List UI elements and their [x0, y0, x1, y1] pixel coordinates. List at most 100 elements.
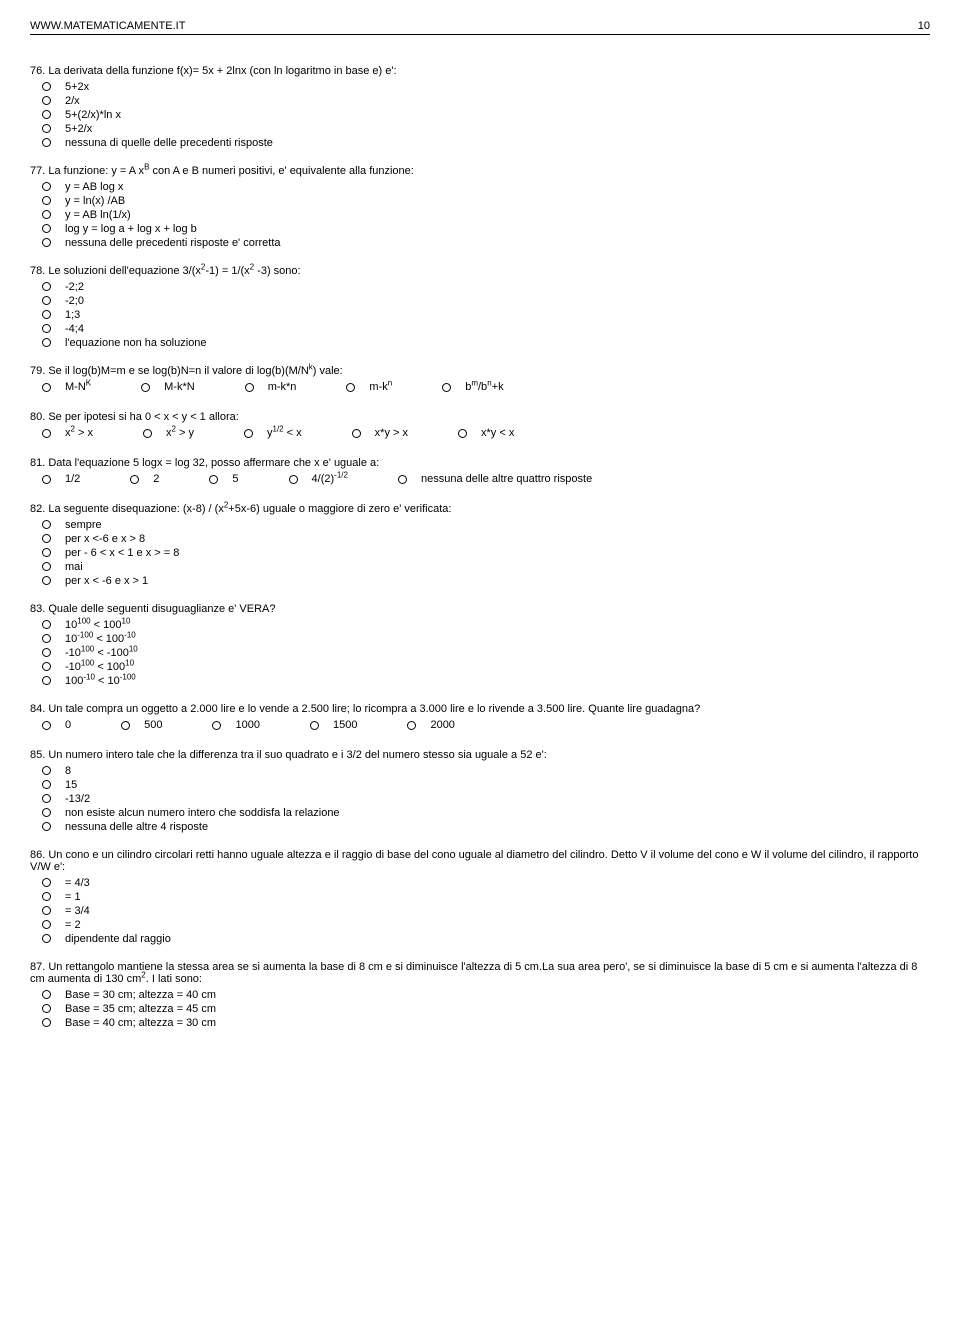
- option[interactable]: 2: [130, 473, 159, 485]
- question-text: 84. Un tale compra un oggetto a 2.000 li…: [30, 703, 930, 715]
- option[interactable]: M-k*N: [141, 381, 195, 393]
- option[interactable]: = 1: [42, 891, 930, 903]
- option[interactable]: nessuna di quelle delle precedenti rispo…: [42, 137, 930, 149]
- radio-icon: [398, 475, 407, 484]
- option-label: log y = log a + log x + log b: [65, 223, 197, 235]
- option-label: mai: [65, 561, 83, 573]
- option-label: y = AB ln(1/x): [65, 209, 131, 221]
- question-text: 78. Le soluzioni dell'equazione 3/(x2-1)…: [30, 265, 930, 277]
- option[interactable]: nessuna delle precedenti risposte e' cor…: [42, 237, 930, 249]
- radio-icon: [42, 634, 51, 643]
- option[interactable]: 500: [121, 719, 162, 731]
- option[interactable]: = 3/4: [42, 905, 930, 917]
- option[interactable]: 1500: [310, 719, 357, 731]
- option-label: x2 > y: [166, 427, 194, 439]
- options-list: 1/2 2 5 4/(2)-1/2 nessuna delle altre quattr…: [42, 473, 930, 487]
- option[interactable]: 15: [42, 779, 930, 791]
- option[interactable]: per x <-6 e x > 8: [42, 533, 930, 545]
- option-label: sempre: [65, 519, 102, 531]
- option[interactable]: 5: [209, 473, 238, 485]
- question-83: 83. Quale delle seguenti disuguaglianze …: [30, 603, 930, 687]
- option[interactable]: -2;2: [42, 281, 930, 293]
- option[interactable]: m-k*n: [245, 381, 297, 393]
- question-text: 77. La funzione: y = A xB con A e B nume…: [30, 165, 930, 177]
- question-76: 76. La derivata della funzione f(x)= 5x …: [30, 65, 930, 149]
- option[interactable]: y = AB ln(1/x): [42, 209, 930, 221]
- option[interactable]: 10100 < 10010: [42, 619, 930, 631]
- option-label: x*y > x: [375, 427, 408, 439]
- option[interactable]: 10-100 < 100-10: [42, 633, 930, 645]
- option[interactable]: -13/2: [42, 793, 930, 805]
- option[interactable]: Base = 35 cm; altezza = 45 cm: [42, 1003, 930, 1015]
- radio-icon: [212, 721, 221, 730]
- question-text: 87. Un rettangolo mantiene la stessa are…: [30, 961, 930, 985]
- radio-icon: [42, 576, 51, 585]
- option-label: bm/bn+k: [465, 381, 503, 393]
- option[interactable]: 5+2/x: [42, 123, 930, 135]
- option[interactable]: 100-10 < 10-100: [42, 675, 930, 687]
- option[interactable]: -10100 < -10010: [42, 647, 930, 659]
- radio-icon: [42, 338, 51, 347]
- option[interactable]: 2/x: [42, 95, 930, 107]
- option[interactable]: x*y > x: [352, 427, 408, 439]
- option[interactable]: -10100 < 10010: [42, 661, 930, 673]
- option[interactable]: 1000: [212, 719, 259, 731]
- radio-icon: [42, 520, 51, 529]
- option[interactable]: 5+(2/x)*ln x: [42, 109, 930, 121]
- option[interactable]: = 4/3: [42, 877, 930, 889]
- option[interactable]: 2000: [407, 719, 454, 731]
- option[interactable]: = 2: [42, 919, 930, 931]
- option-label: 5+2x: [65, 81, 89, 93]
- option-label: M-k*N: [164, 381, 195, 393]
- option[interactable]: y1/2 < x: [244, 427, 302, 439]
- options-list: 0 500 1000 1500 2000: [42, 719, 930, 733]
- option[interactable]: non esiste alcun numero intero che soddi…: [42, 807, 930, 819]
- option[interactable]: -2;0: [42, 295, 930, 307]
- option[interactable]: y = ln(x) /AB: [42, 195, 930, 207]
- option[interactable]: 1;3: [42, 309, 930, 321]
- options-list: M-NK M-k*N m-k*n m-kn bm/bn+k: [42, 381, 930, 395]
- option[interactable]: per x < -6 e x > 1: [42, 575, 930, 587]
- page-header: WWW.MATEMATICAMENTE.IT 10: [30, 20, 930, 35]
- option-label: y = AB log x: [65, 181, 123, 193]
- option[interactable]: sempre: [42, 519, 930, 531]
- option[interactable]: m-kn: [346, 381, 392, 393]
- option[interactable]: nessuna delle altre quattro risposte: [398, 473, 592, 485]
- option[interactable]: x2 > y: [143, 427, 194, 439]
- option[interactable]: 5+2x: [42, 81, 930, 93]
- option-label: 15: [65, 779, 77, 791]
- option[interactable]: per - 6 < x < 1 e x > = 8: [42, 547, 930, 559]
- radio-icon: [245, 383, 254, 392]
- question-84: 84. Un tale compra un oggetto a 2.000 li…: [30, 703, 930, 733]
- option[interactable]: M-NK: [42, 381, 91, 393]
- option-label: non esiste alcun numero intero che soddi…: [65, 807, 340, 819]
- option[interactable]: l'equazione non ha soluzione: [42, 337, 930, 349]
- option-label: 10100 < 10010: [65, 619, 130, 631]
- radio-icon: [442, 383, 451, 392]
- radio-icon: [143, 429, 152, 438]
- option[interactable]: y = AB log x: [42, 181, 930, 193]
- option-label: 5+2/x: [65, 123, 92, 135]
- option[interactable]: 8: [42, 765, 930, 777]
- question-86: 86. Un cono e un cilindro circolari rett…: [30, 849, 930, 945]
- option-label: 100-10 < 10-100: [65, 675, 136, 687]
- option[interactable]: x2 > x: [42, 427, 93, 439]
- option-label: dipendente dal raggio: [65, 933, 171, 945]
- option[interactable]: 4/(2)-1/2: [289, 473, 348, 485]
- option[interactable]: Base = 40 cm; altezza = 30 cm: [42, 1017, 930, 1029]
- option[interactable]: 0: [42, 719, 71, 731]
- option[interactable]: x*y < x: [458, 427, 514, 439]
- option[interactable]: bm/bn+k: [442, 381, 503, 393]
- radio-icon: [42, 808, 51, 817]
- option[interactable]: Base = 30 cm; altezza = 40 cm: [42, 989, 930, 1001]
- option[interactable]: nessuna delle altre 4 risposte: [42, 821, 930, 833]
- question-77: 77. La funzione: y = A xB con A e B nume…: [30, 165, 930, 249]
- option-label: per - 6 < x < 1 e x > = 8: [65, 547, 179, 559]
- option[interactable]: dipendente dal raggio: [42, 933, 930, 945]
- option[interactable]: 1/2: [42, 473, 80, 485]
- option-label: -10100 < 10010: [65, 661, 134, 673]
- radio-icon: [42, 324, 51, 333]
- option[interactable]: -4;4: [42, 323, 930, 335]
- option[interactable]: log y = log a + log x + log b: [42, 223, 930, 235]
- option[interactable]: mai: [42, 561, 930, 573]
